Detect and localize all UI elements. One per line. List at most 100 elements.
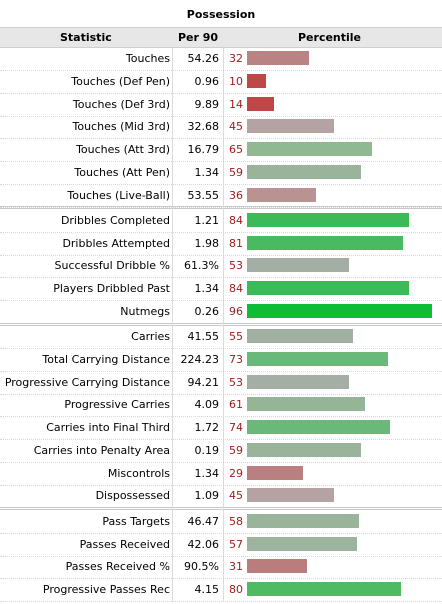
percentile-bar xyxy=(247,420,390,435)
stat-label[interactable]: Touches (Live-Ball) xyxy=(67,188,170,202)
percentile-bar xyxy=(247,142,372,156)
per90-value: 1.72 xyxy=(194,421,220,435)
stat-label[interactable]: Carries into Penalty Area xyxy=(33,443,170,457)
percentile-value: 59 xyxy=(229,443,243,457)
per90-value: 53.55 xyxy=(187,188,220,202)
percentile-bar xyxy=(247,187,316,202)
percentile-value: 65 xyxy=(229,143,243,156)
table-row: Successful Dribble % 61.3% 53 xyxy=(0,255,442,279)
table-row: Nutmegs 0.26 96 xyxy=(0,301,442,324)
percentile-bar xyxy=(247,119,334,134)
table-row: Touches (Def Pen) 0.96 10 xyxy=(0,71,442,94)
percentile-bar xyxy=(247,374,349,389)
table-row: Touches (Mid 3rd) 32.68 45 xyxy=(0,116,442,140)
percentile-value: 59 xyxy=(229,165,243,179)
stat-label[interactable]: Successful Dribble % xyxy=(54,259,170,273)
per90-value: 41.55 xyxy=(187,330,220,344)
per90-value: 0.96 xyxy=(194,74,220,88)
percentile-value: 10 xyxy=(229,74,243,88)
per90-value: 46.47 xyxy=(187,514,220,528)
stat-label[interactable]: Pass Targets xyxy=(102,514,170,528)
per90-value: 1.34 xyxy=(194,282,220,296)
table-row: Passes Received % 90.5% 31 xyxy=(0,556,442,580)
table-row: Carries into Penalty Area 0.19 59 xyxy=(0,440,442,463)
per90-value: 90.5% xyxy=(184,560,219,574)
percentile-value: 55 xyxy=(229,330,243,344)
percentile-bar xyxy=(247,281,409,296)
group-separator xyxy=(0,322,442,326)
stat-label[interactable]: Total Carrying Distance xyxy=(42,352,170,366)
table-row: Touches (Live-Ball) 53.55 36 xyxy=(0,185,442,208)
percentile-bar xyxy=(247,235,403,250)
percentile-value: 31 xyxy=(229,560,243,574)
stat-label[interactable]: Carries xyxy=(131,330,170,344)
stat-label[interactable]: Touches (Att Pen) xyxy=(74,165,170,179)
per90-value: 61.3% xyxy=(184,259,219,273)
percentile-bar xyxy=(247,329,353,344)
percentile-bar xyxy=(247,303,432,318)
table-row: Total Carrying Distance 224.23 73 xyxy=(0,349,442,372)
table-header: Statistic Per 90 Percentile xyxy=(0,27,442,48)
table-row: Carries into Final Third 1.72 74 xyxy=(0,417,442,441)
percentile-bar xyxy=(247,536,357,551)
stat-label[interactable]: Progressive Carries xyxy=(64,398,170,412)
stat-label[interactable]: Dribbles Completed xyxy=(60,213,170,227)
percentile-bar xyxy=(247,465,303,480)
percentile-value: 61 xyxy=(229,398,243,412)
percentile-bar xyxy=(247,96,274,111)
per90-value: 9.89 xyxy=(194,97,220,111)
per90-value: 54.26 xyxy=(187,52,220,65)
table-row: Pass Targets 46.47 58 xyxy=(0,511,442,534)
per90-value: 4.15 xyxy=(194,583,220,597)
table-row: Miscontrols 1.34 29 xyxy=(0,463,442,486)
stat-label[interactable]: Touches (Att 3rd) xyxy=(76,143,170,156)
stat-label[interactable]: Passes Received xyxy=(79,537,170,551)
percentile-bar xyxy=(247,51,309,65)
table-row: Passes Received 42.06 57 xyxy=(0,534,442,557)
stat-label[interactable]: Miscontrols xyxy=(107,466,170,480)
column-divider xyxy=(223,48,224,602)
percentile-value: 80 xyxy=(229,583,243,597)
stat-label[interactable]: Players Dribbled Past xyxy=(53,282,170,296)
percentile-value: 84 xyxy=(229,282,243,296)
table-row: Touches (Def 3rd) 9.89 14 xyxy=(0,94,442,117)
percentile-bar xyxy=(247,442,361,457)
table-row: Progressive Carries 4.09 61 xyxy=(0,394,442,418)
per90-value: 224.23 xyxy=(180,352,220,366)
stat-label[interactable]: Passes Received % xyxy=(65,560,170,574)
percentile-value: 14 xyxy=(229,97,243,111)
header-per90[interactable]: Per 90 xyxy=(178,31,219,44)
percentile-value: 73 xyxy=(229,352,243,366)
table-title: Possession xyxy=(186,8,256,21)
stat-label[interactable]: Nutmegs xyxy=(120,304,170,318)
header-percentile[interactable]: Percentile xyxy=(298,31,362,44)
percentile-bar xyxy=(247,397,365,412)
per90-value: 1.09 xyxy=(194,489,220,503)
stat-label[interactable]: Dribbles Attempted xyxy=(62,236,170,250)
per90-value: 16.79 xyxy=(187,143,220,156)
percentile-value: 36 xyxy=(229,188,243,202)
per90-value: 1.21 xyxy=(194,213,220,227)
stat-label[interactable]: Carries into Final Third xyxy=(46,421,170,435)
percentile-bar xyxy=(247,351,388,366)
percentile-value: 45 xyxy=(229,120,243,134)
stat-label[interactable]: Touches (Def 3rd) xyxy=(72,97,170,111)
stat-label[interactable]: Progressive Passes Rec xyxy=(42,583,170,597)
stat-label[interactable]: Progressive Carrying Distance xyxy=(4,375,170,389)
stat-label[interactable]: Touches xyxy=(125,52,170,65)
table-row: Dribbles Completed 1.21 84 xyxy=(0,210,442,233)
stat-label[interactable]: Touches (Def Pen) xyxy=(71,74,170,88)
stat-label[interactable]: Dispossessed xyxy=(95,489,170,503)
stat-label[interactable]: Touches (Mid 3rd) xyxy=(72,120,171,134)
table-row: Touches (Att 3rd) 16.79 65 xyxy=(0,139,442,162)
table-row: Dribbles Attempted 1.98 81 xyxy=(0,233,442,256)
percentile-value: 45 xyxy=(229,489,243,503)
percentile-bar xyxy=(247,73,266,88)
per90-value: 0.26 xyxy=(194,304,220,318)
percentile-value: 57 xyxy=(229,537,243,551)
percentile-value: 29 xyxy=(229,466,243,480)
per90-value: 1.34 xyxy=(194,165,220,179)
percentile-bar xyxy=(247,582,401,597)
header-statistic[interactable]: Statistic xyxy=(60,31,112,44)
group-separator xyxy=(0,507,442,511)
